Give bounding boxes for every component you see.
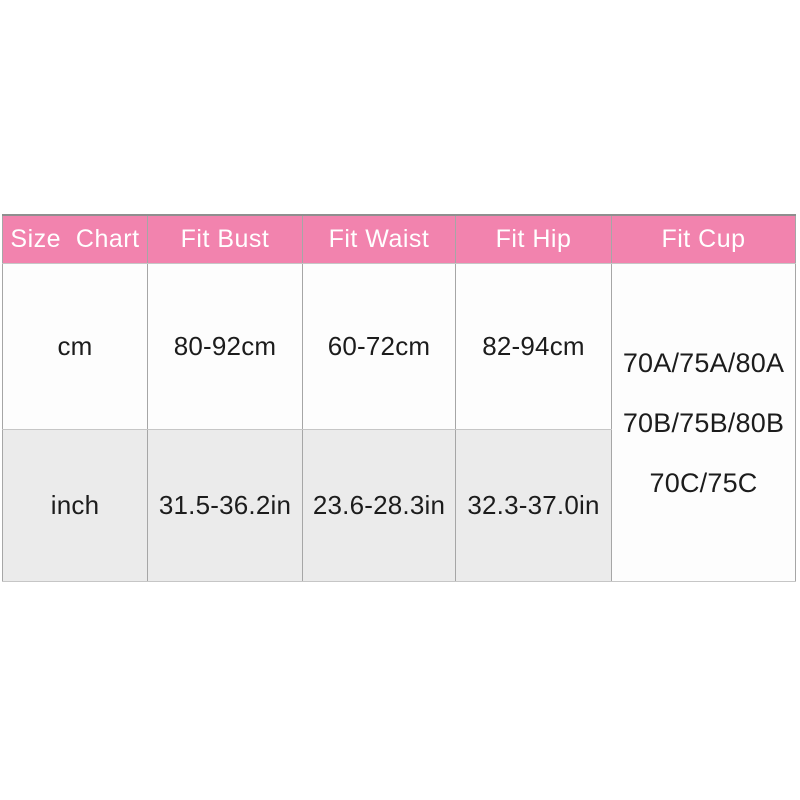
table-row-inch: inch 31.5-36.2in 23.6-28.3in 32.3-37.0in bbox=[2, 429, 796, 582]
cell-hip-inch: 32.3-37.0in bbox=[455, 429, 612, 582]
header-fit-cup: Fit Cup bbox=[611, 214, 796, 264]
cell-fit-cup-merged: 70A/75A/80A 70B/75B/80B 70C/75C bbox=[611, 263, 796, 582]
cell-waist-inch: 23.6-28.3in bbox=[302, 429, 456, 582]
fit-cup-line-b: 70B/75B/80B bbox=[622, 407, 785, 438]
fit-cup-line-c: 70C/75C bbox=[649, 467, 758, 498]
size-chart-table: Size Chart Fit Bust Fit Waist Fit Hip Fi… bbox=[2, 214, 796, 582]
cell-unit-inch: inch bbox=[2, 429, 148, 582]
header-fit-bust: Fit Bust bbox=[147, 214, 303, 264]
cell-bust-cm: 80-92cm bbox=[147, 263, 303, 430]
header-size-chart: Size Chart bbox=[2, 214, 148, 264]
header-fit-hip: Fit Hip bbox=[455, 214, 612, 264]
header-fit-waist: Fit Waist bbox=[302, 214, 456, 264]
table-row-cm: cm 80-92cm 60-72cm 82-94cm 70A/75A/80A 7… bbox=[2, 263, 796, 582]
cell-bust-inch: 31.5-36.2in bbox=[147, 429, 303, 582]
cell-unit-cm: cm bbox=[2, 263, 148, 430]
cell-hip-cm: 82-94cm bbox=[455, 263, 612, 430]
cell-waist-cm: 60-72cm bbox=[302, 263, 456, 430]
size-chart-header-row: Size Chart Fit Bust Fit Waist Fit Hip Fi… bbox=[2, 214, 796, 264]
fit-cup-line-a: 70A/75A/80A bbox=[622, 347, 785, 378]
